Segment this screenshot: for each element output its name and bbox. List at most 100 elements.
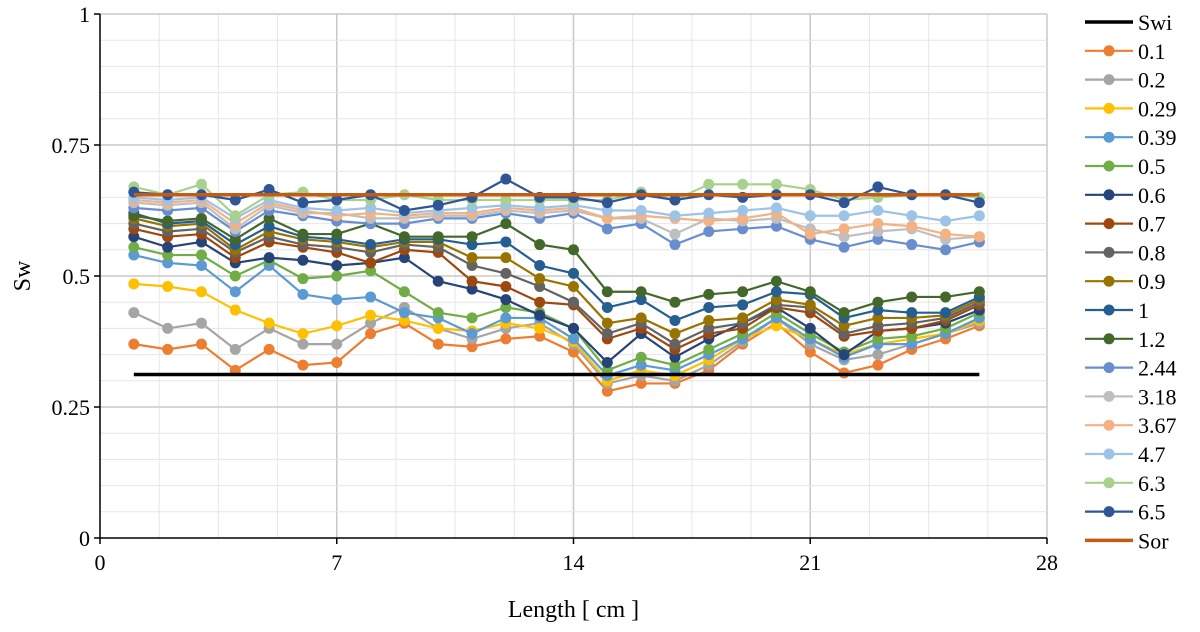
data-point — [635, 359, 647, 371]
legend-marker — [1103, 45, 1115, 57]
data-point — [601, 356, 613, 368]
legend-item: 0.1 — [1085, 39, 1166, 64]
series-line — [133, 198, 980, 238]
data-point — [770, 202, 782, 214]
data-point — [466, 202, 478, 214]
data-point — [838, 241, 850, 253]
series-0-8 — [128, 218, 985, 350]
legend-item: 0.8 — [1085, 240, 1166, 265]
data-point — [466, 275, 478, 287]
legend-label: 6.5 — [1138, 500, 1166, 525]
data-point — [500, 267, 512, 279]
data-point — [737, 286, 749, 298]
data-point — [500, 294, 512, 306]
data-point — [703, 301, 715, 313]
y-tick-label: 0 — [79, 526, 90, 551]
data-point — [940, 244, 952, 256]
data-point — [804, 228, 816, 240]
legend-label: 1 — [1138, 298, 1149, 323]
data-point — [635, 205, 647, 216]
data-point — [466, 231, 478, 243]
data-point — [432, 231, 444, 243]
data-point — [500, 252, 512, 264]
y-tick-label: 0.5 — [63, 264, 91, 289]
data-point — [568, 244, 579, 256]
data-point — [195, 338, 207, 350]
legend-label: 0.9 — [1138, 269, 1166, 294]
x-tick-label: 28 — [1036, 550, 1058, 575]
data-point — [432, 307, 444, 319]
data-point — [635, 286, 647, 298]
legend-item: 0.39 — [1085, 125, 1177, 150]
data-point — [737, 205, 749, 216]
data-point — [195, 317, 207, 329]
series-line — [133, 282, 980, 383]
legend-marker — [1103, 362, 1115, 374]
legend-label: 0.8 — [1138, 240, 1166, 265]
data-point — [466, 328, 478, 340]
legend-label: 0.1 — [1138, 39, 1166, 64]
data-point — [398, 315, 410, 327]
data-point — [432, 322, 444, 334]
series-line — [133, 227, 980, 351]
data-point — [500, 301, 512, 313]
legend-label: Sor — [1138, 528, 1169, 553]
data-point — [872, 218, 884, 230]
data-point — [669, 194, 681, 206]
legend-label: 0.39 — [1138, 125, 1177, 150]
data-point — [906, 239, 918, 251]
series-6-5 — [128, 173, 985, 216]
data-point — [398, 286, 410, 298]
data-point — [263, 220, 275, 232]
data-point — [906, 307, 918, 319]
data-point — [770, 320, 782, 332]
data-point — [365, 328, 377, 340]
data-point — [906, 210, 918, 222]
legend-marker — [1103, 419, 1115, 431]
data-point — [872, 225, 884, 237]
series-line — [133, 253, 980, 377]
data-point — [263, 317, 275, 329]
data-point — [906, 291, 918, 303]
x-tick-label: 14 — [563, 550, 585, 575]
data-point — [500, 333, 512, 345]
data-point — [770, 220, 782, 232]
legend: Swi 0.1 0.2 0.29 0.39 0.5 0.6 0.7 0.8 0.9 1 1.2 2.44… — [1085, 10, 1177, 553]
data-point — [669, 228, 681, 240]
series-line — [133, 214, 980, 314]
data-point — [229, 270, 241, 282]
data-point — [331, 205, 343, 216]
x-tick-label: 7 — [331, 550, 342, 575]
data-point — [770, 286, 782, 298]
data-point — [568, 346, 579, 358]
data-point — [128, 241, 140, 253]
data-point — [635, 377, 647, 389]
data-point — [534, 296, 546, 308]
legend-label: 1.2 — [1138, 327, 1166, 352]
data-point — [195, 212, 207, 224]
data-point — [804, 286, 816, 298]
data-point — [534, 309, 546, 321]
data-point — [500, 312, 512, 324]
data-point — [601, 385, 613, 397]
legend-marker — [1103, 477, 1115, 489]
data-point — [297, 288, 309, 300]
data-point — [534, 280, 546, 292]
data-point — [128, 278, 140, 290]
data-point — [195, 236, 207, 248]
data-point — [601, 301, 613, 313]
legend-marker — [1103, 333, 1115, 345]
data-point — [669, 351, 681, 363]
data-point — [229, 194, 241, 206]
data-point — [973, 231, 985, 243]
data-point — [162, 249, 174, 261]
legend-marker — [1103, 131, 1115, 143]
data-point — [297, 328, 309, 340]
y-tick-label: 0.75 — [52, 133, 91, 158]
data-point — [297, 338, 309, 350]
data-point — [195, 286, 207, 298]
legend-item: 2.44 — [1085, 356, 1177, 381]
data-point — [635, 312, 647, 324]
data-point — [601, 286, 613, 298]
data-point — [804, 210, 816, 222]
